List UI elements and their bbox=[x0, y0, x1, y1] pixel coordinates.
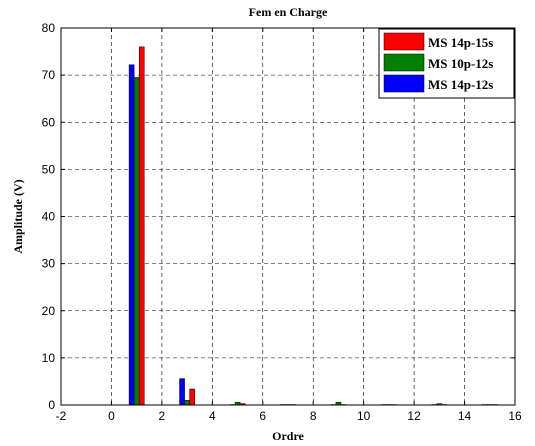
y-tick-label: 0 bbox=[48, 398, 55, 412]
legend-swatch bbox=[383, 32, 425, 51]
legend-label: MS 14p-15s bbox=[428, 35, 493, 50]
bar-ms-14p-12s bbox=[179, 378, 185, 406]
y-tick-label: 70 bbox=[42, 68, 56, 82]
y-tick-label: 40 bbox=[42, 210, 56, 224]
legend-swatch bbox=[383, 74, 425, 93]
legend: MS 14p-15s MS 10p-12s MS 14p-12s bbox=[378, 28, 515, 99]
y-axis-label: Amplitude (V) bbox=[11, 179, 25, 253]
bar-ms-10p-12s bbox=[184, 400, 190, 406]
chart-title: Fem en Charge bbox=[249, 5, 328, 19]
x-tick-label: 14 bbox=[458, 409, 472, 423]
bar-ms-10p-12s bbox=[133, 77, 140, 406]
x-tick-label: 12 bbox=[407, 409, 421, 423]
legend-swatch bbox=[383, 53, 425, 72]
x-tick-label: 8 bbox=[310, 409, 317, 423]
y-tick-label: 10 bbox=[42, 351, 56, 365]
legend-label: MS 10p-12s bbox=[428, 56, 493, 71]
y-tick-label: 50 bbox=[42, 162, 56, 176]
x-tick-label: 4 bbox=[209, 409, 216, 423]
y-tick-label: 20 bbox=[42, 304, 56, 318]
bar-ms-14p-15s bbox=[189, 388, 195, 406]
x-tick-label: 2 bbox=[159, 409, 166, 423]
bar-ms-14p-15s bbox=[138, 46, 145, 406]
y-tick-label: 80 bbox=[42, 21, 56, 35]
x-tick-label: 0 bbox=[108, 409, 115, 423]
x-axis-label: Ordre bbox=[272, 429, 304, 443]
legend-label: MS 14p-12s bbox=[428, 77, 493, 92]
x-tick-label: -2 bbox=[56, 409, 67, 423]
x-tick-label: 16 bbox=[508, 409, 522, 423]
x-tick-label: 6 bbox=[259, 409, 266, 423]
x-tick-label: 10 bbox=[357, 409, 371, 423]
y-tick-label: 60 bbox=[42, 115, 56, 129]
y-tick-label: 30 bbox=[42, 257, 56, 271]
bar-ms-14p-12s bbox=[128, 64, 135, 406]
